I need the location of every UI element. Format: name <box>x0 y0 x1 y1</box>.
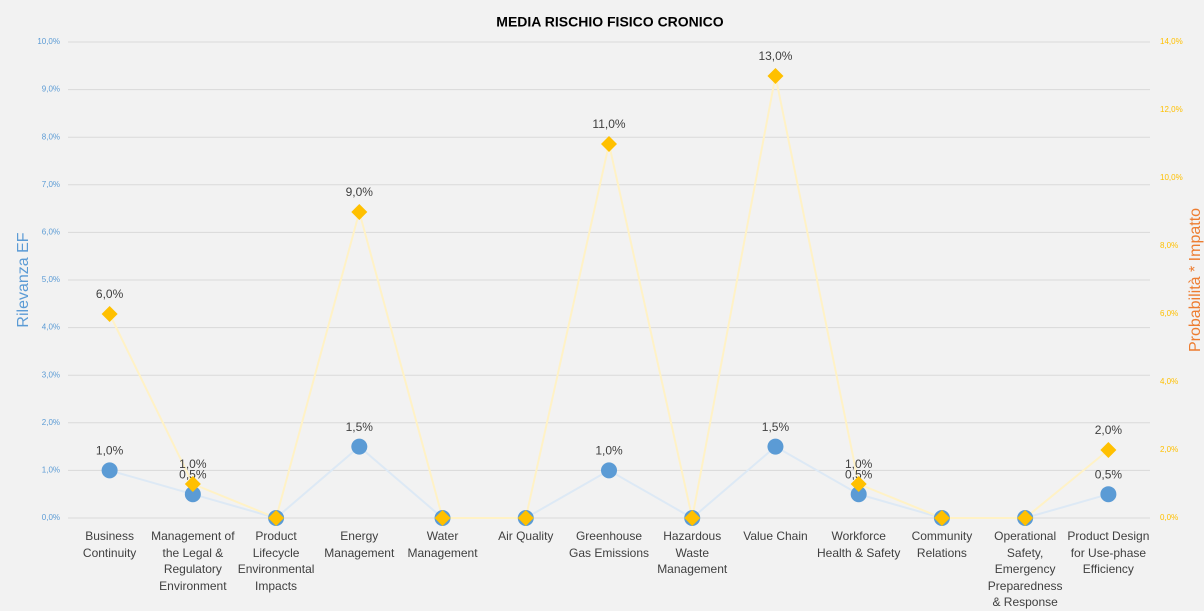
x-tick-label: Greenhouse Gas Emissions <box>568 529 650 560</box>
marker <box>351 438 368 455</box>
data-label: 0,5% <box>1095 467 1123 481</box>
x-tick-label: Product Design for Use-phase Efficiency <box>1067 529 1150 576</box>
data-label: 1,0% <box>595 444 623 458</box>
marker <box>684 510 701 526</box>
y-axis-title: Rilevanza EF <box>15 232 32 327</box>
y-tick-label: 5,0% <box>42 275 60 284</box>
x-tick-label: Air Quality <box>498 529 554 543</box>
y-tick-label: 0,0% <box>42 513 60 522</box>
x-tick-label: Product Lifecycle Environmental Impacts <box>237 529 315 593</box>
x-tick-label: Water Management <box>407 529 478 560</box>
y2-tick-label: 14,0% <box>1160 37 1183 46</box>
x-tick-label: Community Relations <box>911 529 973 560</box>
x-tick-label: Value Chain <box>743 529 808 543</box>
data-label: 13,0% <box>758 49 792 63</box>
data-label: 0,5% <box>845 467 873 481</box>
marker <box>601 136 617 152</box>
y-tick-label: 6,0% <box>42 228 60 237</box>
y-tick-label: 9,0% <box>42 85 60 94</box>
y2-tick-label: 8,0% <box>1160 241 1178 250</box>
x-tick-label: Operational Safety, Emergency Preparedne… <box>987 529 1063 609</box>
data-label: 1,0% <box>179 457 207 471</box>
y-tick-label: 4,0% <box>42 323 60 332</box>
y-tick-label: 10,0% <box>37 37 60 46</box>
marker <box>517 510 534 526</box>
marker <box>351 204 368 220</box>
data-label: 1,0% <box>845 457 873 471</box>
data-label: 11,0% <box>592 117 625 131</box>
x-tick-label: Management of the Legal & Regulatory Env… <box>151 529 235 593</box>
y-tick-label: 3,0% <box>42 370 60 379</box>
data-label: 2,0% <box>1095 423 1123 437</box>
x-tick-label: Business Continuity <box>82 529 137 560</box>
y-tick-label: 2,0% <box>42 418 60 427</box>
y2-tick-label: 4,0% <box>1160 377 1178 386</box>
data-label: 1,5% <box>346 420 374 434</box>
x-tick-label: Workforce Health & Safety <box>816 529 901 560</box>
chart-title: MEDIA RISCHIO FISICO CRONICO <box>496 14 723 30</box>
marker <box>434 510 451 526</box>
marker <box>850 476 867 492</box>
x-tick-label: Energy Management <box>324 529 395 560</box>
marker <box>184 486 201 503</box>
y-tick-label: 8,0% <box>42 132 60 141</box>
x-tick-label: Hazardous Waste Management <box>657 529 728 576</box>
data-label: 1,5% <box>762 420 790 434</box>
marker <box>850 486 867 503</box>
y2-tick-label: 6,0% <box>1160 309 1178 318</box>
y2-tick-label: 10,0% <box>1160 173 1183 182</box>
y2-axis-title: Probabilità * Impatto <box>1187 208 1204 352</box>
data-label: 1,0% <box>96 444 124 458</box>
marker <box>933 510 950 526</box>
data-label: 9,0% <box>346 185 374 199</box>
marker <box>1017 510 1034 526</box>
y2-tick-label: 0,0% <box>1160 513 1178 522</box>
y2-tick-label: 12,0% <box>1160 105 1183 114</box>
marker <box>1100 442 1117 458</box>
marker <box>184 476 201 492</box>
marker <box>268 510 285 526</box>
y2-tick-label: 2,0% <box>1160 445 1178 454</box>
marker <box>767 438 784 455</box>
data-label: 6,0% <box>96 287 124 301</box>
marker <box>1100 486 1117 503</box>
marker <box>767 68 784 84</box>
data-label: 0,5% <box>179 467 207 481</box>
marker <box>601 462 617 479</box>
marker <box>101 306 118 322</box>
y-tick-label: 7,0% <box>42 180 60 189</box>
marker <box>101 462 118 479</box>
y-tick-label: 1,0% <box>42 466 60 475</box>
